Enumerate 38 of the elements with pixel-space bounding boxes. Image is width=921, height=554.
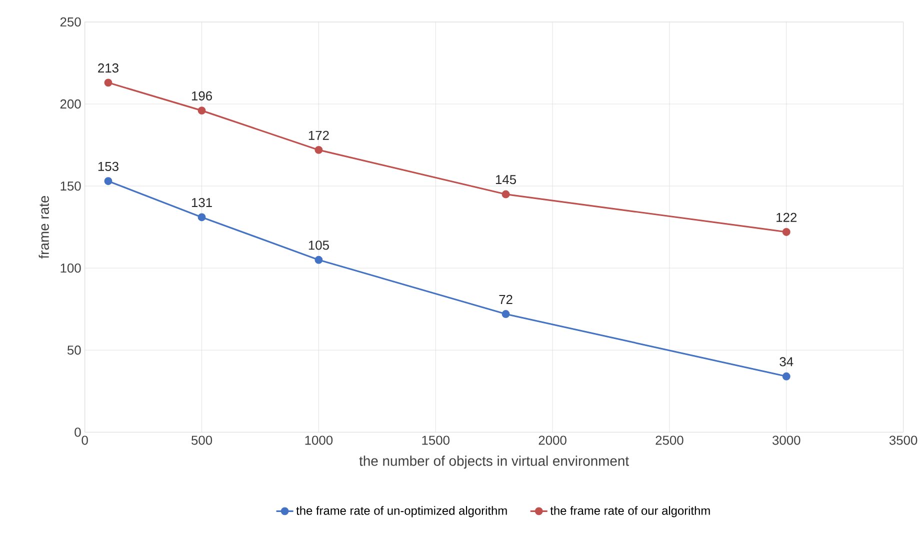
- y-tick-label: 250: [60, 17, 81, 27]
- point: [314, 146, 323, 154]
- data-label: 34: [780, 357, 794, 366]
- data-label: 213: [98, 63, 118, 73]
- data-label: 172: [308, 130, 329, 140]
- point: [198, 106, 206, 115]
- y-tick-label: 50: [67, 346, 81, 355]
- point: [782, 372, 790, 380]
- y-tick-label: 200: [60, 99, 81, 109]
- x-axis-title: the number of objects in virtual environment: [359, 456, 629, 469]
- x-tick-label: 3500: [889, 436, 918, 445]
- data-label: 105: [308, 240, 329, 250]
- data-label: 122: [776, 212, 797, 222]
- x-tick-label: 2000: [538, 436, 566, 445]
- x-tick-label: 0: [82, 436, 88, 445]
- legend-label: the frame rate of un-optimized algorithm: [296, 506, 507, 518]
- point: [502, 310, 510, 318]
- y-tick-label: 150: [60, 181, 81, 191]
- x-tick-label: 1500: [422, 436, 450, 445]
- legend-label: the frame rate of our algorithm: [550, 506, 710, 518]
- data-label: 153: [98, 162, 118, 172]
- point: [104, 78, 112, 87]
- point: [104, 177, 112, 186]
- point: [782, 228, 790, 236]
- x-tick-label: 2500: [656, 436, 684, 445]
- y-tick-label: 100: [60, 264, 81, 273]
- point: [502, 190, 510, 198]
- data-label: 196: [192, 91, 212, 100]
- data-label: 72: [499, 294, 512, 304]
- y-tick-label: 0: [74, 428, 81, 437]
- x-tick-label: 500: [192, 436, 212, 445]
- data-label: 145: [496, 175, 516, 184]
- y-axis-title: frame rate: [38, 196, 49, 259]
- data-label: 131: [192, 198, 212, 208]
- point: [314, 256, 323, 264]
- x-tick-label: 1000: [305, 436, 333, 445]
- x-tick-label: 3000: [772, 436, 800, 445]
- point: [198, 213, 206, 222]
